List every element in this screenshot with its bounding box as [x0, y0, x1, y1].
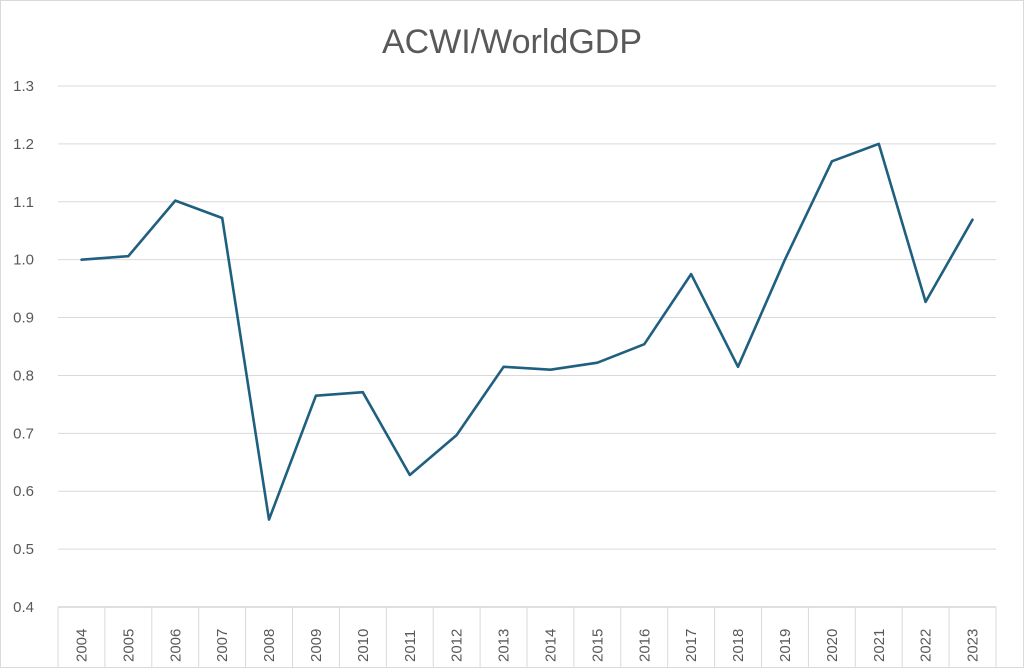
x-tick-label: 2017: [683, 629, 700, 662]
series-layer: [80, 142, 974, 521]
x-tick-label: 2015: [589, 629, 606, 662]
x-tick-label: 2023: [965, 629, 982, 662]
x-tick-label: 2016: [636, 629, 653, 662]
x-tick-label: 2005: [120, 629, 137, 662]
y-tick-label: 0.5: [13, 541, 34, 558]
x-tick-label: 2009: [308, 629, 325, 662]
series-line: [80, 142, 974, 521]
y-tick-label: 0.9: [13, 310, 34, 327]
x-tick-label: 2021: [871, 629, 888, 662]
chart-title: ACWI/WorldGDP: [382, 23, 642, 61]
x-tick-label: 2022: [918, 629, 935, 662]
y-tick-label: 0.8: [13, 367, 34, 384]
y-tick-label: 1.3: [13, 78, 34, 95]
x-tick-label: 2007: [214, 629, 231, 662]
x-tick-label: 2019: [777, 629, 794, 662]
x-tick-label: 2010: [355, 629, 372, 662]
x-tick-label: 2008: [261, 629, 278, 662]
y-tick-label: 0.7: [13, 425, 34, 442]
x-tick-label: 2018: [730, 629, 747, 662]
x-tick-label: 2006: [167, 629, 184, 662]
gridlines: [58, 85, 996, 550]
y-axis-ticks: 0.4 0.5 0.6 0.7 0.8 0.9 1.0 1.1 1.2 1.3: [13, 78, 34, 616]
x-tick-label: 2020: [824, 629, 841, 662]
y-tick-label: 0.4: [13, 599, 34, 616]
y-tick-label: 1.2: [13, 136, 34, 153]
y-tick-label: 0.6: [13, 483, 34, 500]
x-tick-label: 2013: [496, 629, 513, 662]
x-tick-label: 2004: [73, 629, 90, 662]
y-tick-label: 1.0: [13, 252, 34, 269]
x-tick-label: 2014: [542, 629, 559, 662]
x-tick-label: 2012: [449, 629, 466, 662]
x-tick-label: 2011: [402, 630, 419, 662]
x-axis: [57, 606, 997, 667]
x-axis-ticks: 2004 2005 2006 2007 2008 2009 2010 2011 2012 2013…: [73, 629, 981, 662]
y-tick-label: 1.1: [13, 194, 34, 211]
